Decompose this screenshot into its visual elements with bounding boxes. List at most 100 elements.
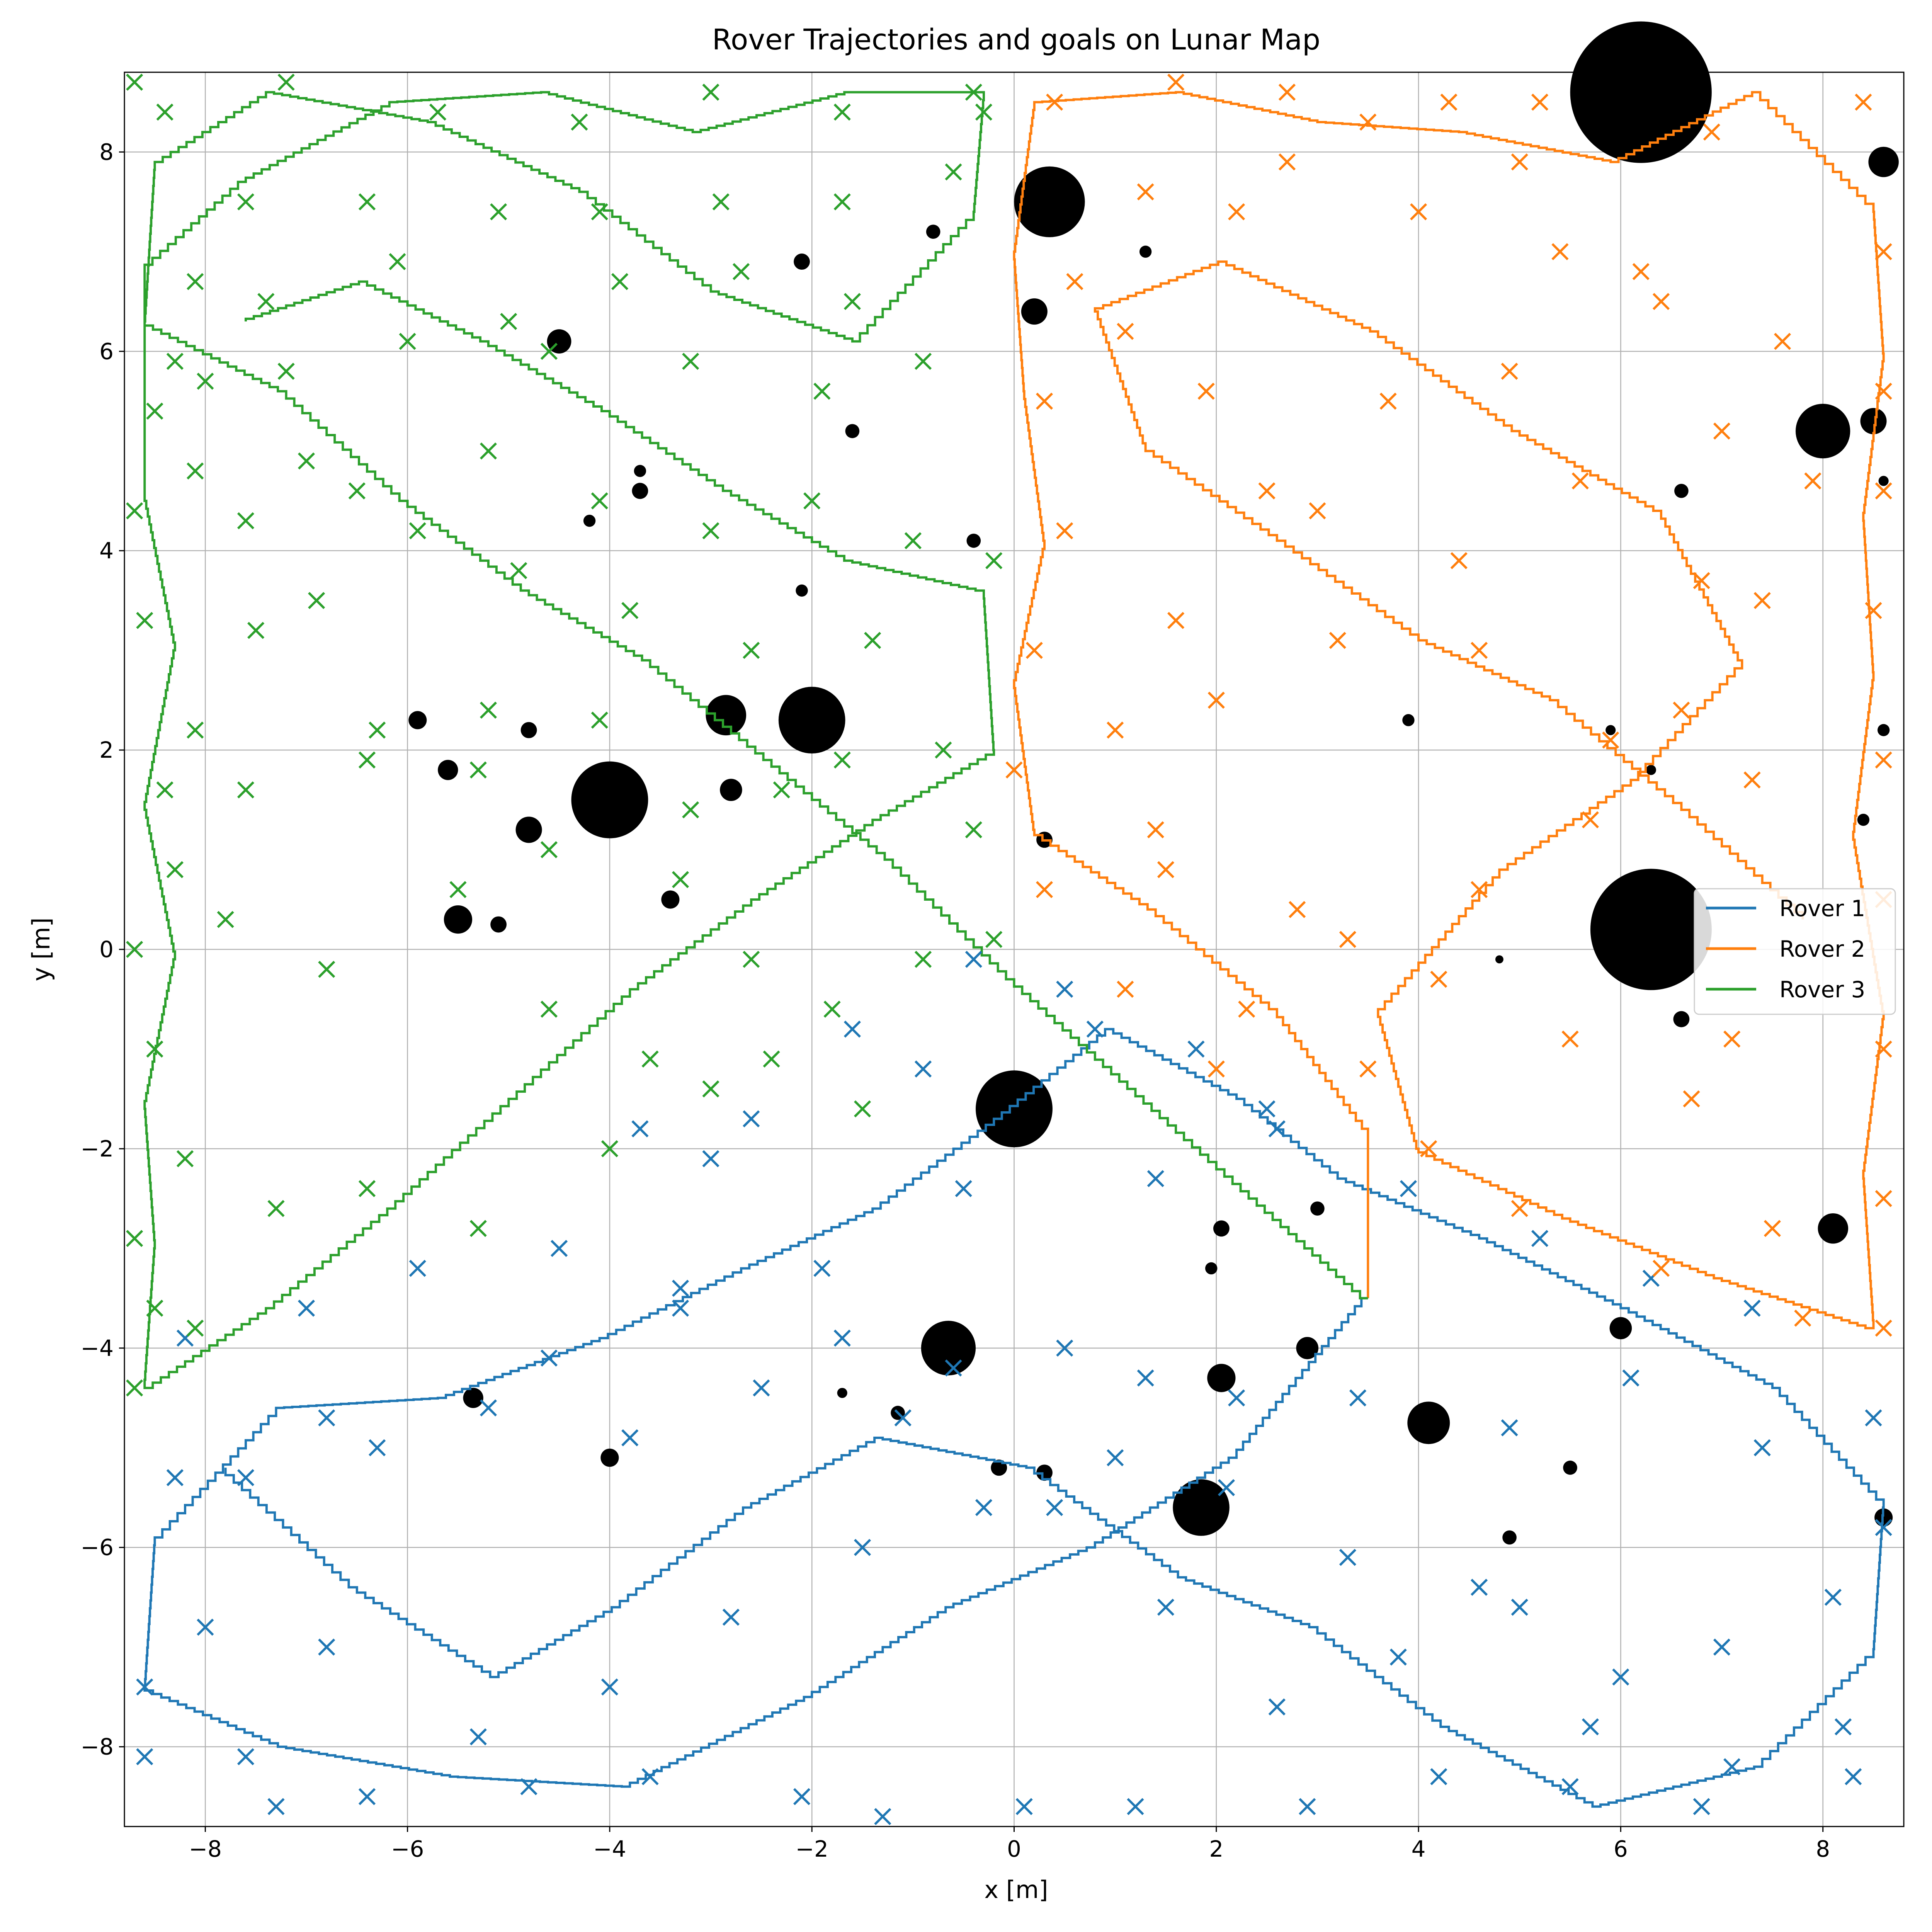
- x-axis-ticks: −8 −6 −4 −2 0 2 4 6 8: [189, 1827, 1830, 1862]
- goal-marker: [540, 343, 558, 360]
- crater-obstacle: [583, 515, 596, 527]
- goal-marker: [854, 1539, 871, 1556]
- goal-marker: [298, 452, 315, 470]
- goal-marker: [1794, 1310, 1811, 1327]
- goal-marker: [1167, 73, 1185, 91]
- crater-obstacle: [1857, 813, 1870, 826]
- goal-marker: [1400, 1180, 1417, 1197]
- crater-obstacle: [1646, 765, 1656, 775]
- goal-marker: [490, 203, 507, 221]
- goal-marker: [277, 362, 295, 380]
- goal-marker: [1561, 1031, 1579, 1048]
- goal-marker: [1551, 243, 1569, 260]
- goal-marker: [702, 1080, 719, 1098]
- goal-marker: [540, 1349, 558, 1367]
- goal-marker: [712, 193, 730, 211]
- goal-marker: [146, 402, 163, 420]
- goal-marker: [1834, 1718, 1852, 1736]
- goal-marker: [1208, 1060, 1225, 1078]
- goal-marker: [1602, 731, 1619, 749]
- goal-marker: [702, 522, 719, 539]
- goal-marker: [1309, 502, 1326, 520]
- legend-label-rover-2: Rover 2: [1779, 936, 1865, 962]
- goal-marker: [399, 333, 416, 350]
- crater-obstacle: [1868, 146, 1899, 177]
- crater-obstacle: [1878, 476, 1889, 486]
- crater-obstacle: [1673, 1011, 1690, 1027]
- goal-marker: [1339, 1549, 1357, 1566]
- lunar-obstacles: [408, 21, 1899, 1545]
- legend-label-rover-3: Rover 3: [1779, 976, 1865, 1003]
- goal-marker: [1349, 1389, 1367, 1406]
- goal-marker: [591, 492, 608, 510]
- goal-marker: [1875, 243, 1892, 260]
- x-tick-label: −2: [795, 1836, 828, 1862]
- goal-marker: [540, 1000, 558, 1018]
- crater-obstacle: [571, 761, 648, 838]
- crater-obstacle: [1818, 1213, 1849, 1244]
- goal-marker: [318, 1409, 335, 1427]
- goal-marker: [813, 1260, 831, 1277]
- goal-marker: [136, 612, 153, 629]
- goal-marker: [187, 721, 204, 739]
- goal-marker: [1107, 721, 1124, 739]
- crater-obstacle: [1310, 1201, 1325, 1216]
- goal-marker: [1753, 592, 1771, 609]
- goal-marker: [1420, 1140, 1437, 1158]
- crater-obstacle: [1207, 1364, 1236, 1392]
- goal-marker: [1228, 203, 1245, 221]
- crater-obstacle: [1796, 403, 1850, 459]
- crater-obstacle: [1021, 298, 1048, 325]
- goal-marker: [1713, 1638, 1731, 1656]
- goal-marker: [1440, 94, 1458, 111]
- goal-marker: [1753, 1439, 1771, 1456]
- goal-marker: [914, 1060, 932, 1078]
- goal-marker: [1470, 642, 1488, 659]
- goal-marker: [1086, 1020, 1104, 1038]
- goal-marker: [1875, 1190, 1892, 1208]
- goal-marker: [1147, 821, 1164, 838]
- crater-obstacle: [921, 1321, 976, 1376]
- legend-label-rover-1: Rover 1: [1779, 895, 1865, 922]
- goal-marker: [1774, 333, 1791, 350]
- goal-marker: [621, 1429, 639, 1447]
- goal-marker: [1379, 393, 1397, 410]
- goal-marker: [1410, 203, 1427, 221]
- crater-obstacle: [463, 1388, 483, 1408]
- crater-obstacle: [1296, 1337, 1319, 1359]
- goal-marker: [126, 940, 143, 958]
- goal-marker: [1389, 1648, 1407, 1666]
- goal-marker: [965, 951, 982, 968]
- goal-marker: [187, 273, 204, 290]
- x-tick-label: −6: [391, 1836, 424, 1862]
- goal-marker: [480, 442, 497, 460]
- goal-marker: [550, 1240, 568, 1257]
- goal-marker: [358, 1788, 376, 1805]
- goal-marker: [1238, 1000, 1255, 1018]
- goal-marker: [1036, 881, 1053, 898]
- crater-obstacle: [1173, 1479, 1230, 1536]
- goal-marker: [591, 203, 608, 221]
- crater-obstacle: [661, 890, 680, 909]
- goal-marker: [1723, 1758, 1741, 1776]
- goal-marker: [1470, 1578, 1488, 1596]
- goal-marker: [1228, 1389, 1245, 1406]
- goal-marker: [1501, 1419, 1518, 1437]
- goal-marker: [237, 512, 255, 529]
- goal-marker: [1258, 1100, 1276, 1117]
- trajectory-rover-3: [143, 91, 1368, 1389]
- goal-marker: [682, 801, 699, 818]
- goal-marker: [469, 761, 487, 779]
- goal-marker: [682, 352, 699, 370]
- crater-obstacle: [632, 483, 648, 499]
- crater-obstacle: [1139, 245, 1152, 258]
- goal-marker: [187, 1320, 204, 1337]
- y-tick-label: −8: [81, 1734, 114, 1760]
- crater-obstacle: [706, 695, 747, 736]
- crater-obstacle: [1205, 1262, 1218, 1275]
- goal-marker: [813, 383, 831, 400]
- goal-marker: [237, 1469, 255, 1486]
- goal-marker: [1511, 1599, 1528, 1616]
- y-tick-label: 0: [99, 936, 114, 963]
- goal-marker: [197, 1618, 214, 1636]
